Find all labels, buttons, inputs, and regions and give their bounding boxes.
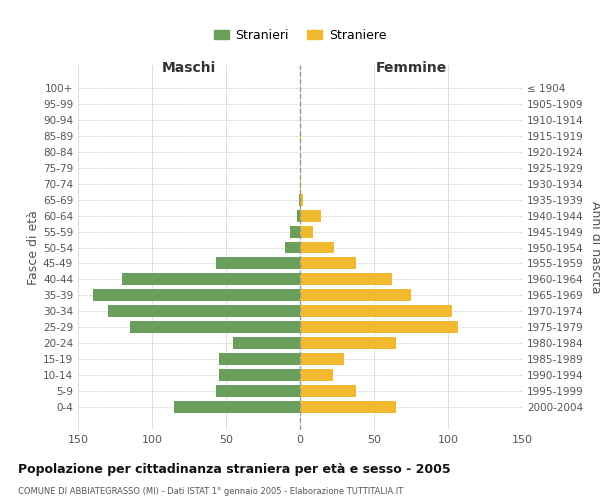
Bar <box>300 210 321 222</box>
Bar <box>300 354 344 366</box>
Bar <box>107 306 300 318</box>
Bar <box>285 242 300 254</box>
Bar <box>300 402 396 413</box>
Bar <box>290 226 300 237</box>
Bar <box>218 370 300 382</box>
Bar <box>300 338 396 349</box>
Bar <box>300 306 452 318</box>
Bar <box>300 178 301 190</box>
Bar <box>93 290 300 302</box>
Bar <box>300 242 334 254</box>
Text: Femmine: Femmine <box>376 61 446 75</box>
Bar <box>300 386 356 398</box>
Bar <box>300 322 458 334</box>
Bar <box>130 322 300 334</box>
Bar <box>218 354 300 366</box>
Text: COMUNE DI ABBIATEGRASSO (MI) - Dati ISTAT 1° gennaio 2005 - Elaborazione TUTTITA: COMUNE DI ABBIATEGRASSO (MI) - Dati ISTA… <box>18 488 403 496</box>
Bar <box>297 210 300 222</box>
Bar <box>300 370 332 382</box>
Bar <box>122 274 300 285</box>
Y-axis label: Fasce di età: Fasce di età <box>27 210 40 285</box>
Bar <box>215 258 300 270</box>
Bar <box>299 194 300 205</box>
Y-axis label: Anni di nascita: Anni di nascita <box>589 201 600 294</box>
Bar <box>300 258 356 270</box>
Bar <box>300 226 313 237</box>
Bar <box>233 338 300 349</box>
Bar <box>174 402 300 413</box>
Bar <box>215 386 300 398</box>
Text: Popolazione per cittadinanza straniera per età e sesso - 2005: Popolazione per cittadinanza straniera p… <box>18 462 451 475</box>
Legend: Stranieri, Straniere: Stranieri, Straniere <box>209 24 391 47</box>
Bar <box>300 290 411 302</box>
Bar <box>300 274 392 285</box>
Text: Maschi: Maschi <box>162 61 216 75</box>
Bar <box>300 130 301 141</box>
Bar <box>300 194 303 205</box>
